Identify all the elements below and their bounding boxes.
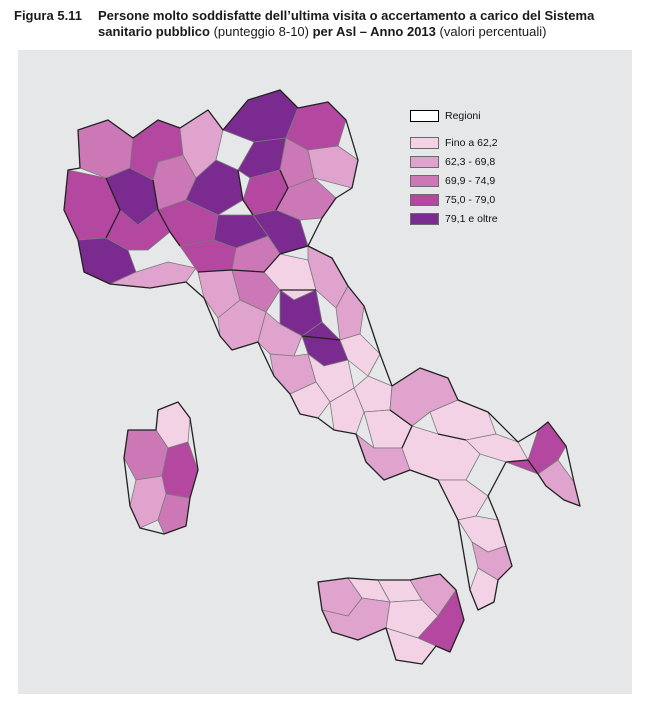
legend-label-class-2: 62,3 - 69,8: [445, 156, 496, 168]
figure-number: Figura 5.11: [14, 8, 82, 23]
legend-item-class-2: 62,3 - 69,8: [410, 154, 540, 170]
legend-item-class-4: 75,0 - 79,0: [410, 192, 540, 208]
legend-label-regioni: Regioni: [445, 110, 481, 122]
legend-swatch-class-4: [410, 194, 439, 206]
asl-area: [77, 119, 134, 179]
asl-area: [335, 285, 365, 341]
legend-label-class-3: 69,9 - 74,9: [445, 175, 496, 187]
legend-item-regioni: Regioni: [410, 108, 540, 124]
asl-area: [437, 479, 489, 521]
figure-title-scale: (punteggio 8-10): [209, 24, 313, 39]
legend-item-class-5: 79,1 e oltre: [410, 211, 540, 227]
legend-label-class-4: 75,0 - 79,0: [445, 194, 496, 206]
figure-title: Persone molto soddisfatte dell’ultima vi…: [98, 8, 638, 40]
region-borders: [63, 89, 581, 665]
map-panel: Regioni Fino a 62,2 62,3 - 69,8 69,9 - 7…: [18, 50, 632, 694]
legend-label-class-5: 79,1 e oltre: [445, 213, 498, 225]
asl-area: [123, 429, 169, 481]
map-legend: Regioni Fino a 62,2 62,3 - 69,8 69,9 - 7…: [410, 108, 540, 230]
legend-label-class-1: Fino a 62,2: [445, 137, 498, 149]
figure-title-bold-2: per Asl – Anno 2013: [312, 24, 436, 39]
figure-title-units: (valori percentuali): [435, 24, 547, 39]
legend-swatch-class-5: [410, 213, 439, 225]
asl-area: [105, 209, 171, 251]
legend-swatch-class-3: [410, 175, 439, 187]
legend-swatch-class-1: [410, 137, 439, 149]
legend-item-class-1: Fino a 62,2: [410, 135, 540, 151]
asl-area: [329, 387, 365, 435]
asl-area: [339, 333, 381, 377]
italy-choropleth-map: [63, 89, 581, 665]
legend-swatch-class-2: [410, 156, 439, 168]
legend-swatch-regioni: [410, 110, 439, 122]
legend-item-class-3: 69,9 - 74,9: [410, 173, 540, 189]
figure-title-bold-1: Persone molto soddisfatte dell’ultima vi…: [98, 8, 595, 39]
